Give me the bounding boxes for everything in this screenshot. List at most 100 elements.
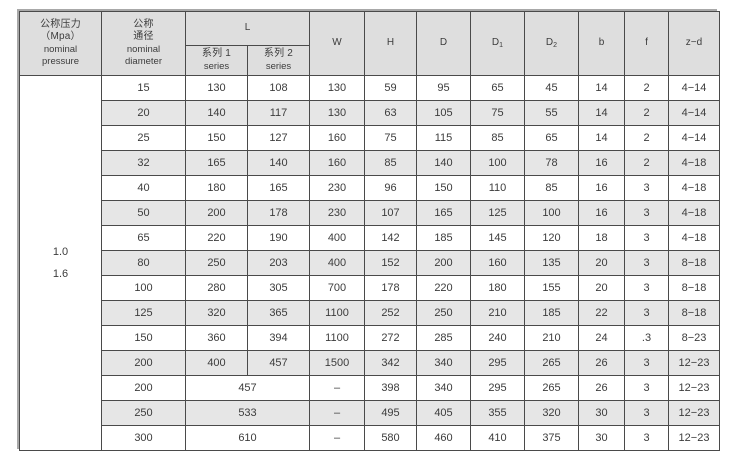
table-row: 25 150 127 160 75 115 85 65 14 2 4−14 <box>20 125 720 151</box>
cell-d2: 100 <box>524 200 579 226</box>
cell-zd: 12−23 <box>668 375 720 401</box>
cell-b: 30 <box>578 400 625 426</box>
table-row: 200 457–398 340 295 265 26 3 12−23 <box>20 375 720 401</box>
cell-f: 3 <box>624 300 669 326</box>
cell-b: 22 <box>578 300 625 326</box>
cell-h: 96 <box>364 175 417 201</box>
header-pressure-en-2: pressure <box>42 56 79 68</box>
cell-d1: 160 <box>470 250 525 276</box>
header-row-main: 公称压力 （Mpa） nominal pressure 公称 通径 nomina… <box>19 11 720 76</box>
cell-f: 3 <box>624 400 669 426</box>
cell-b: 20 <box>578 250 625 276</box>
cell-nominal-pressure: 1.0 1.6 <box>19 75 102 451</box>
cell-zd: 4−14 <box>668 75 720 101</box>
pressure-value-0: 1.0 <box>52 246 69 258</box>
cell-f: 2 <box>624 150 669 176</box>
cell-f: 2 <box>624 100 669 126</box>
header-series2-en: series <box>265 60 292 72</box>
cell-l-series1: 150 <box>185 125 248 151</box>
cell-d2: 265 <box>524 375 579 401</box>
cell-d: 460 <box>416 425 471 451</box>
cell-w: 1100 <box>309 300 365 326</box>
cell-l-series2: 365 <box>247 300 310 326</box>
cell-w: 400 <box>309 250 365 276</box>
cell-f: 3 <box>624 225 669 251</box>
cell-b: 26 <box>578 350 625 376</box>
cell-h: 75 <box>364 125 417 151</box>
table-row: 250 533–495 405 355 320 30 3 12−23 <box>20 400 720 426</box>
table-row: 32 165 140 160 85 140 100 78 16 2 4−18 <box>20 150 720 176</box>
cell-l-series2: 190 <box>247 225 310 251</box>
header-d2-base: D <box>545 37 554 49</box>
cell-h: 272 <box>364 325 417 351</box>
cell-d2: 45 <box>524 75 579 101</box>
header-l-group: L <box>185 11 310 46</box>
cell-d2: 320 <box>524 400 579 426</box>
cell-nominal-diameter: 65 <box>101 225 186 251</box>
cell-h: 252 <box>364 300 417 326</box>
cell-b: 14 <box>578 125 625 151</box>
cell-d: 340 <box>416 375 471 401</box>
cell-d1: 125 <box>470 200 525 226</box>
cell-d2: 265 <box>524 350 579 376</box>
cell-zd: 8−18 <box>668 275 720 301</box>
cell-l-series2: 178 <box>247 200 310 226</box>
cell-d: 115 <box>416 125 471 151</box>
cell-b: 30 <box>578 425 625 451</box>
header-diameter-en-1: nominal <box>126 44 161 56</box>
cell-l-merged: 457 <box>185 375 310 401</box>
cell-l-merged: 533 <box>185 400 310 426</box>
cell-f: 3 <box>624 250 669 276</box>
cell-l-series1: 180 <box>185 175 248 201</box>
cell-zd: 8−23 <box>668 325 720 351</box>
header-d2-sub: 2 <box>553 42 558 50</box>
cell-f: 3 <box>624 425 669 451</box>
header-series2-cn: 系列 2 <box>263 48 294 60</box>
cell-w: – <box>309 425 365 451</box>
table-row: 100 280 305 700 178 220 180 155 20 3 8−18 <box>20 275 720 301</box>
cell-f: 2 <box>624 125 669 151</box>
cell-w: 400 <box>309 225 365 251</box>
cell-h: 85 <box>364 150 417 176</box>
cell-d: 220 <box>416 275 471 301</box>
cell-l-series2: 127 <box>247 125 310 151</box>
table-header: 公称压力 （Mpa） nominal pressure 公称 通径 nomina… <box>19 11 720 76</box>
cell-nominal-diameter: 80 <box>101 250 186 276</box>
cell-l-series2: 305 <box>247 275 310 301</box>
header-d: D <box>416 11 471 76</box>
cell-d: 405 <box>416 400 471 426</box>
cell-d: 140 <box>416 150 471 176</box>
cell-b: 16 <box>578 175 625 201</box>
cell-w: – <box>309 375 365 401</box>
cell-w: 230 <box>309 200 365 226</box>
cell-d2: 375 <box>524 425 579 451</box>
cell-d2: 85 <box>524 175 579 201</box>
header-b: b <box>578 11 625 76</box>
cell-d: 340 <box>416 350 471 376</box>
cell-l-series1: 130 <box>185 75 248 101</box>
cell-zd: 8−18 <box>668 300 720 326</box>
header-diameter-en-2: diameter <box>125 56 162 68</box>
table-row: 1.0 1.6 15 130 108 130 59 95 65 45 14 2 4−14 <box>19 75 720 451</box>
cell-f: .3 <box>624 325 669 351</box>
cell-l-merged: 610 <box>185 425 310 451</box>
cell-h: 152 <box>364 250 417 276</box>
table-row: 125 320 365 1100 252 250 210 185 22 3 8−18 <box>20 300 720 326</box>
cell-d1: 75 <box>470 100 525 126</box>
cell-l-series1: 320 <box>185 300 248 326</box>
cell-f: 3 <box>624 275 669 301</box>
cell-w: 130 <box>309 100 365 126</box>
cell-f: 3 <box>624 200 669 226</box>
table-row: 150 360 394 1100 272 285 240 210 24.3 8−23 <box>20 325 720 351</box>
cell-d1: 180 <box>470 275 525 301</box>
cell-h: 178 <box>364 275 417 301</box>
cell-l-series1: 165 <box>185 150 248 176</box>
cell-d: 150 <box>416 175 471 201</box>
cell-d1: 410 <box>470 425 525 451</box>
cell-d1: 100 <box>470 150 525 176</box>
header-series1-cn: 系列 1 <box>201 48 232 60</box>
header-series-2: 系列 2 series <box>247 45 310 76</box>
cell-zd: 8−18 <box>668 250 720 276</box>
cell-nominal-diameter: 100 <box>101 275 186 301</box>
cell-d: 200 <box>416 250 471 276</box>
